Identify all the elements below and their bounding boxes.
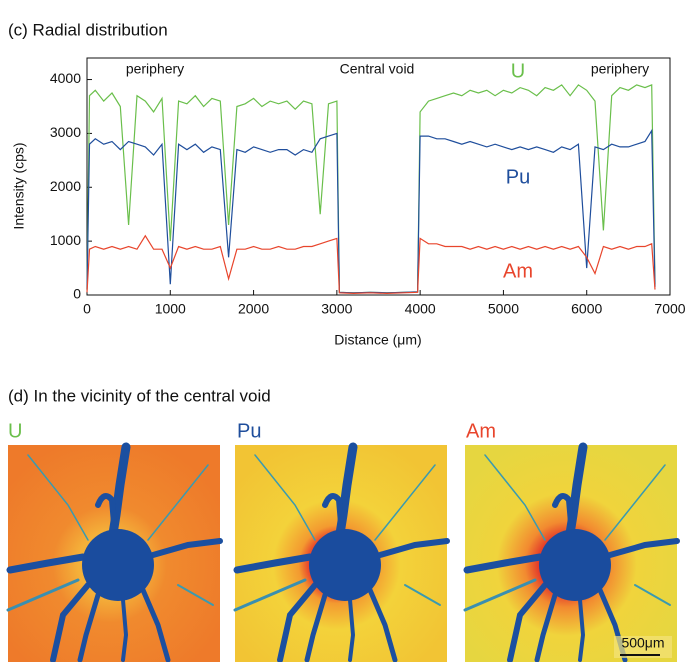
series-label: Pu	[506, 166, 530, 188]
panel-label: Pu	[237, 420, 261, 442]
x-tick-label: 0	[83, 301, 91, 317]
chart-title: (c) Radial distribution	[8, 20, 168, 39]
series-label: U	[511, 60, 525, 82]
x-tick-label: 1000	[155, 301, 186, 317]
x-tick-label: 4000	[405, 301, 436, 317]
annotation: Central void	[340, 61, 415, 77]
image-panel	[465, 445, 677, 662]
x-axis-label: Distance (μm)	[334, 332, 421, 348]
panel-label: Am	[466, 420, 496, 442]
y-axis-label: Intensity (cps)	[11, 142, 27, 229]
x-tick-label: 7000	[654, 301, 685, 317]
y-tick-label: 3000	[50, 124, 81, 140]
y-tick-label: 0	[73, 286, 81, 302]
image-panel	[235, 445, 447, 662]
x-tick-label: 2000	[238, 301, 269, 317]
x-tick-label: 6000	[571, 301, 602, 317]
y-tick-label: 4000	[50, 70, 81, 86]
annotation: periphery	[126, 61, 184, 77]
image-panel	[8, 445, 220, 662]
y-tick-label: 1000	[50, 232, 81, 248]
data-line	[86, 234, 656, 295]
x-tick-label: 3000	[321, 301, 352, 317]
y-tick-label: 2000	[50, 178, 81, 194]
scale-bar-bg	[614, 636, 672, 658]
scale-bar-label: 500μm	[621, 635, 664, 651]
panel-label: U	[8, 420, 22, 442]
annotation: periphery	[591, 61, 649, 77]
panel-title: (d) In the vicinity of the central void	[8, 386, 271, 405]
series-label: Am	[503, 260, 533, 282]
plot-frame	[86, 57, 671, 296]
x-tick-label: 5000	[488, 301, 519, 317]
